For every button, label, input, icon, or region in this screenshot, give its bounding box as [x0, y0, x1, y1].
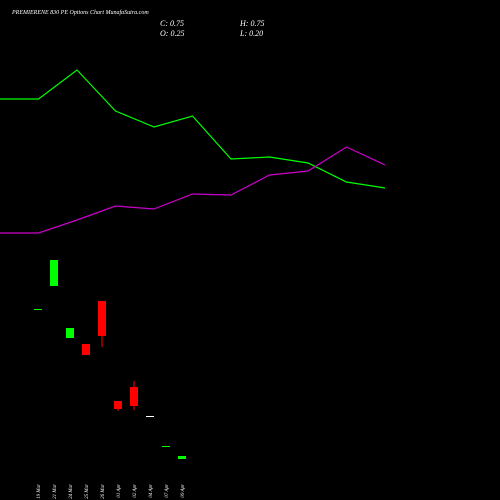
x-tick-label: 24 Mar [69, 484, 74, 499]
x-tick-label: 07 Apr [165, 484, 170, 498]
line [0, 146, 386, 234]
chart-title: PREMIERENE 830 PE Options Chart MunafaSu… [11, 9, 149, 16]
x-tick-label: 25 Mar [85, 484, 90, 499]
candle-body [146, 416, 154, 417]
stat: C: 0.75 [160, 19, 184, 28]
stat: L: 0.20 [239, 29, 263, 38]
stat: O: 0.25 [160, 29, 184, 38]
x-tick-label: 09 Apr [181, 484, 186, 498]
candle-body [34, 309, 42, 310]
x-tick-label: 19 Mar [37, 484, 42, 499]
candle-body [50, 260, 58, 286]
candle-body [114, 401, 122, 409]
candle-body [162, 446, 170, 447]
x-tick-label: 02 Apr [133, 484, 138, 498]
candle-body [130, 387, 138, 406]
x-tick-label: 01 Apr [117, 484, 122, 498]
candle-body [98, 301, 106, 336]
line [0, 69, 386, 189]
candle-body [82, 344, 90, 355]
candle-body [66, 328, 74, 338]
x-tick-label: 26 Mar [101, 484, 106, 499]
stat: H: 0.75 [239, 19, 264, 28]
candle-body [178, 456, 186, 459]
x-tick-label: 04 Apr [149, 484, 154, 498]
x-tick-label: 21 Mar [53, 484, 58, 499]
